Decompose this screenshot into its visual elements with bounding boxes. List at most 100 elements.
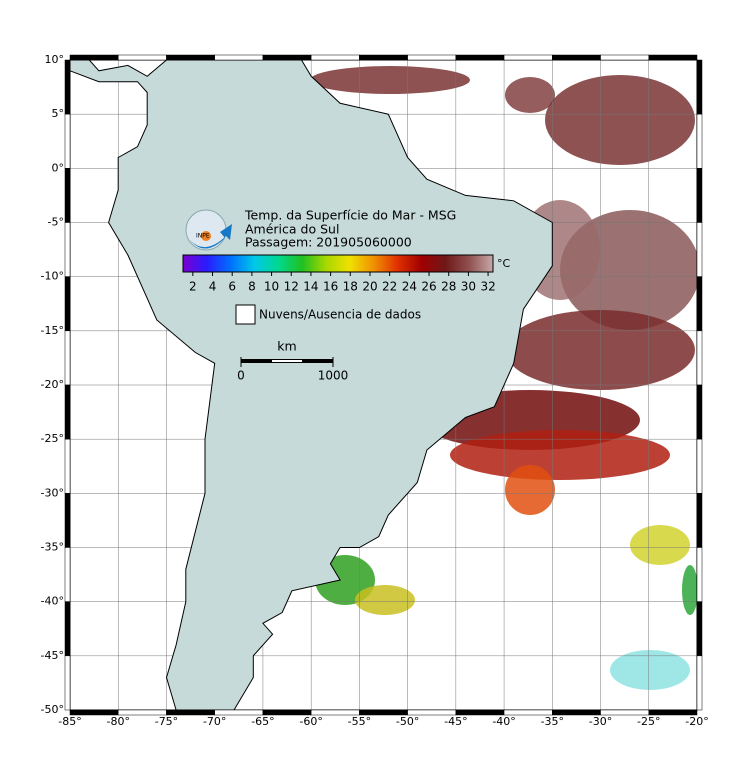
lon-tick-label: -20° [685, 715, 708, 728]
lat-tick-label: -30° [41, 486, 64, 499]
lat-tick-label: 10° [45, 53, 65, 66]
frame-band [64, 113, 71, 169]
colorbar-tick-label: 24 [402, 280, 417, 294]
lon-tick-label: -50° [396, 715, 419, 728]
svg-text:INPE: INPE [196, 233, 210, 240]
colorbar-tick-label: 22 [382, 280, 397, 294]
lat-tick-label: -5° [48, 216, 64, 229]
colorbar-tick-label: 2 [189, 280, 197, 294]
frame-band [696, 276, 703, 332]
lat-tick-label: 5° [52, 107, 65, 120]
lat-tick-label: -10° [41, 270, 64, 283]
frame-band [64, 59, 71, 115]
colorbar-tick-label: 30 [461, 280, 476, 294]
frame-band [696, 59, 703, 115]
frame-band [696, 330, 703, 386]
legend-label: Nuvens/Ausencia de dados [259, 308, 421, 322]
frame-band [64, 655, 71, 711]
lat-tick-label: -50° [41, 703, 64, 716]
lon-tick-label: -45° [444, 715, 467, 728]
frame-band [648, 709, 698, 716]
frame-band [166, 54, 215, 61]
frame-band [310, 54, 360, 61]
colorbar-tick-label: 10 [264, 280, 279, 294]
frame-band [64, 493, 71, 548]
scale-bar-half [272, 360, 302, 362]
frame-band [64, 438, 71, 494]
colorbar-tick-label: 20 [362, 280, 377, 294]
colorbar-tick-label: 16 [323, 280, 338, 294]
lat-tick-label: -15° [41, 324, 64, 337]
colorbar-tick-label: 6 [228, 280, 236, 294]
frame-band [552, 54, 601, 61]
lon-tick-label: -25° [637, 715, 660, 728]
frame-band [69, 54, 119, 61]
lon-tick-label: -55° [348, 715, 371, 728]
colorbar-tick-label: 4 [209, 280, 217, 294]
lon-tick-label: -60° [299, 715, 322, 728]
frame-band [64, 330, 71, 386]
lat-tick-label: -20° [41, 378, 64, 391]
frame-band [696, 438, 703, 494]
frame-band [407, 54, 457, 61]
frame-band [696, 222, 703, 277]
lon-tick-label: -35° [541, 715, 564, 728]
frame-band [696, 655, 703, 711]
colorbar-tick-label: 26 [421, 280, 436, 294]
legend-swatch [235, 304, 256, 325]
colorbar-tick-label: 18 [343, 280, 358, 294]
frame-band [696, 113, 703, 169]
frame-band [600, 54, 650, 61]
lon-tick-label: -80° [106, 715, 129, 728]
logo: INPE [185, 209, 232, 251]
frame-band [696, 168, 703, 223]
colorbar-tick-label: 12 [284, 280, 299, 294]
lon-tick-label: -30° [589, 715, 612, 728]
frame-band [64, 276, 71, 332]
frame-band [696, 493, 703, 548]
tick-labels: -85° -80° -75° -70° -65° -60° -55° -50° -45° -40°… [41, 53, 709, 728]
region: América do Sul [245, 222, 339, 237]
frame-band [359, 54, 408, 61]
frame-band [214, 54, 264, 61]
scale-bar: 0 1000 [237, 357, 348, 383]
colorbar-tick-label: 32 [480, 280, 495, 294]
lon-tick-label: -85° [58, 715, 81, 728]
lon-tick-label: -65° [251, 715, 274, 728]
scale-unit: km [277, 339, 296, 354]
pass-time: Passagem: 201905060000 [245, 235, 412, 250]
frame-band [696, 547, 703, 602]
lon-tick-label: -40° [492, 715, 515, 728]
frame-band [455, 54, 505, 61]
scale-tick-label: 1000 [318, 369, 349, 383]
frame-band [64, 601, 71, 657]
lat-tick-label: -35° [41, 541, 64, 554]
colorbar-fill [182, 254, 494, 273]
colorbar: 2 4 6 8 10 12 14 16 18 20 22 24 26 28 30 32 [182, 254, 496, 294]
frame-band [648, 54, 698, 61]
lon-tick-label: -70° [203, 715, 226, 728]
frame-band [503, 54, 553, 61]
lon-tick-label: -75° [155, 715, 178, 728]
colorbar-unit: °C [497, 257, 511, 270]
frame-band [64, 222, 71, 277]
frame-band [64, 384, 71, 440]
lat-tick-label: -45° [41, 649, 64, 662]
title: Temp. da Superfície do Mar - MSG [244, 208, 456, 223]
frame-band [696, 384, 703, 440]
colorbar-tick-label: 8 [248, 280, 256, 294]
frame-band [696, 601, 703, 657]
frame-band [64, 168, 71, 223]
frame-band [117, 54, 167, 61]
lat-tick-label: -25° [41, 432, 64, 445]
colorbar-tick-label: 14 [303, 280, 318, 294]
frame-band [262, 54, 312, 61]
colorbar-tick-label: 28 [441, 280, 456, 294]
frame-band [64, 547, 71, 602]
lat-tick-label: -40° [41, 595, 64, 608]
scale-tick-label: 0 [237, 369, 245, 383]
lat-tick-label: 0° [52, 161, 65, 174]
frame [64, 54, 703, 716]
